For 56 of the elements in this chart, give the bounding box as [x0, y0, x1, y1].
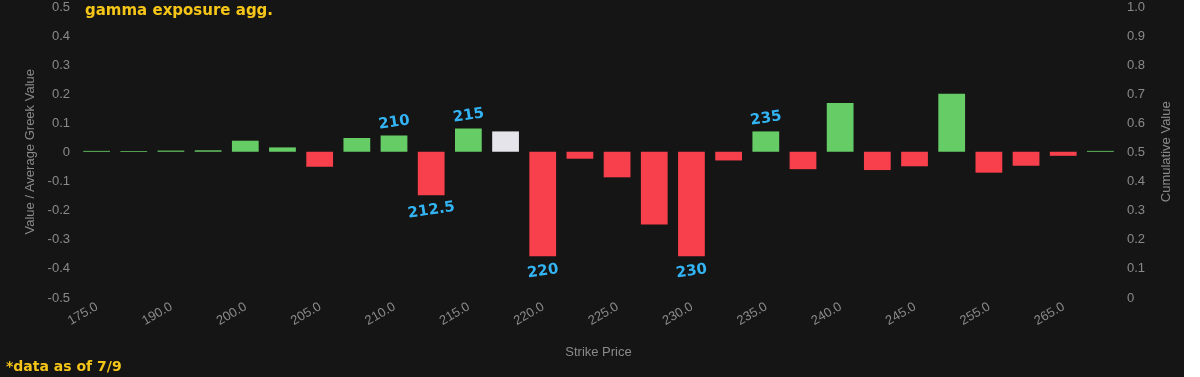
y-tick-label: 0	[62, 144, 70, 160]
y2-tick-label: 0.5	[1127, 144, 1146, 160]
y-tick-label: 0.1	[51, 115, 70, 131]
bar	[975, 151, 1003, 173]
bar	[454, 128, 482, 152]
y-tick-label: 0.3	[51, 57, 70, 73]
annotation: 210	[377, 110, 411, 133]
y2-tick-label: 1.0	[1127, 0, 1146, 14]
bar	[678, 151, 705, 257]
bar	[863, 151, 891, 171]
bar	[380, 135, 408, 152]
annotation: 212.5	[406, 196, 456, 222]
bar	[1049, 151, 1077, 156]
x-axis-title: Strike Price	[565, 344, 632, 359]
annotation: 215	[451, 103, 486, 126]
y2-tick-label: 0	[1127, 289, 1135, 305]
chart-title: gamma exposure agg.	[85, 0, 274, 19]
bar	[492, 131, 519, 152]
bar	[826, 102, 854, 152]
y2-tick-label: 0.1	[1127, 260, 1146, 276]
y-tick-label: 0.5	[51, 0, 70, 14]
bar	[343, 138, 371, 152]
bar	[752, 131, 780, 152]
y-tick-label: -0.2	[47, 202, 70, 218]
bar	[417, 151, 445, 196]
bar	[566, 151, 594, 159]
bar	[789, 151, 817, 170]
y-tick-label: -0.1	[47, 173, 70, 189]
y2-tick-label: 0.9	[1127, 28, 1146, 44]
annotation: 230	[674, 259, 709, 282]
bar	[938, 93, 966, 152]
y-tick-label: -0.3	[47, 231, 70, 247]
y-tick-label: -0.4	[47, 260, 70, 276]
annotation: 220	[525, 259, 560, 282]
bar	[1012, 151, 1040, 166]
y2-tick-label: 0.2	[1127, 231, 1146, 247]
y2-tick-label: 0.6	[1127, 115, 1146, 131]
bar	[603, 151, 631, 178]
bar	[715, 151, 743, 161]
bar	[306, 151, 334, 167]
y2-tick-label: 0.3	[1127, 202, 1146, 218]
y2-tick-label: 0.8	[1127, 57, 1146, 73]
bar	[529, 151, 557, 257]
bar	[231, 140, 259, 152]
bar	[901, 151, 928, 167]
y-tick-label: 0.2	[51, 86, 70, 102]
annotation: 235	[748, 106, 783, 129]
bar	[269, 147, 296, 152]
y-axis-title: Value / Average Greek Value	[22, 69, 37, 235]
y2-axis-title: Cumulative Value	[1158, 101, 1173, 203]
y2-tick-label: 0.4	[1127, 173, 1146, 189]
text: *data as of 7/9	[6, 358, 122, 374]
bar	[640, 151, 668, 225]
y2-tick-label: 0.7	[1127, 86, 1146, 102]
y-tick-label: -0.5	[47, 289, 70, 305]
y-tick-label: 0.4	[51, 28, 70, 44]
